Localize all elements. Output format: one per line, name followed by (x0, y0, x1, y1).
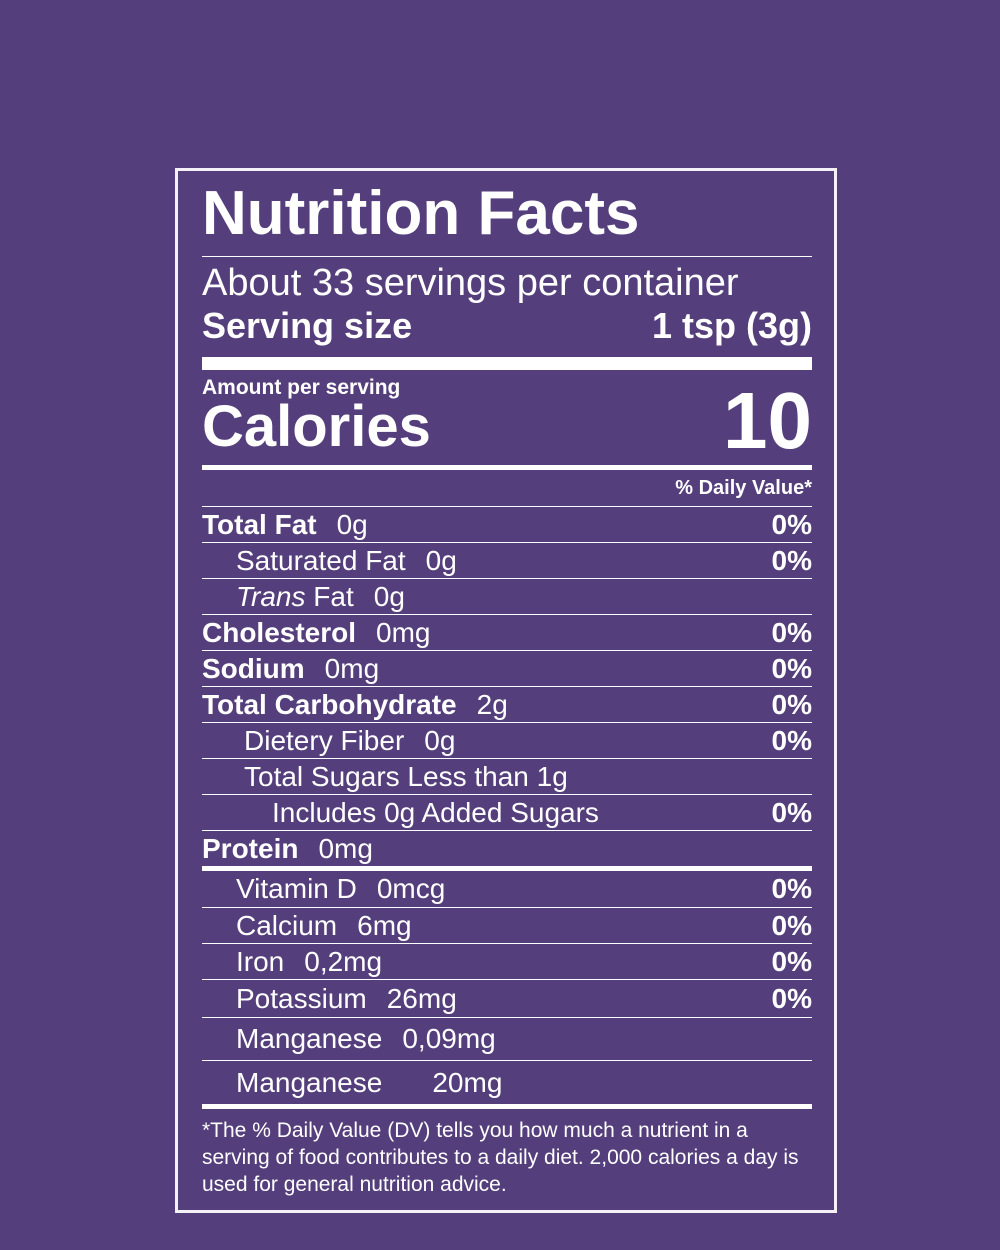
nutrient-name: Vitamin D (236, 873, 357, 905)
nutrient-name: Iron (236, 946, 284, 978)
name: Total Fat (202, 508, 317, 540)
amount: 0mg (376, 616, 431, 648)
dv-header: % Daily Value* (202, 470, 812, 507)
amount: 26mg (386, 982, 457, 1014)
daily-value: 0% (771, 796, 812, 828)
amount: 0mcg (376, 873, 446, 904)
daily-value: 0% (771, 724, 812, 756)
name: Cholesterol (202, 616, 357, 648)
name: Iron (236, 945, 285, 977)
nutrient-row: Iron 0,2mg 0% (202, 944, 812, 980)
amount: 0g (336, 508, 368, 540)
medium-divider (202, 465, 812, 470)
nutrient-row: Cholesterol 0mg 0% (202, 615, 812, 651)
nutrient-row: Potassium 26mg 0% (202, 980, 812, 1018)
amount: 0g (373, 580, 405, 612)
name: Manganese (236, 1066, 383, 1098)
thick-divider (202, 866, 812, 871)
nutrient-row: Total Sugars Less than 1g (202, 759, 812, 795)
nutrient-name: Saturated Fat (236, 545, 406, 577)
divider (202, 256, 812, 257)
nutrient-name: Total Sugars Less than 1g (244, 761, 568, 793)
daily-value: 0% (771, 688, 812, 720)
amount: 6mg (357, 909, 412, 941)
daily-value: 0% (771, 508, 812, 540)
nutrient-name: Total Carbohydrate (202, 689, 457, 721)
nutrient-row: Vitamin D 0mcg 0% (202, 871, 812, 908)
name: Sodium (202, 652, 305, 684)
nutrient-row: Trans Fat 0g (202, 579, 812, 615)
amount-per-serving: Amount per serving (202, 376, 401, 399)
daily-value: 0% (771, 616, 812, 648)
serving-size: Serving size 1 tsp (3g) (202, 305, 812, 347)
daily-value: 0% (771, 909, 812, 941)
nutrient-row: Dietery Fiber 0g 0% (202, 723, 812, 759)
thick-divider (202, 1104, 812, 1109)
daily-value: 0% (771, 945, 812, 977)
nutrient-row: Sodium 0mg 0% (202, 651, 812, 687)
amount: 0,09mg (402, 1023, 496, 1054)
daily-value: 0% (771, 982, 812, 1014)
nutrient-name: Manganese (236, 1067, 382, 1099)
name: Saturated Fat (236, 544, 406, 576)
nutrient-name: Dietery Fiber (244, 725, 404, 757)
amount: 2g (476, 688, 508, 720)
footnote: *The % Daily Value (DV) tells you how mu… (202, 1119, 799, 1196)
daily-value: 0% (771, 873, 812, 904)
servings: About 33 servings per container (202, 262, 739, 304)
amount: 0,2mg (304, 945, 383, 977)
name: Calcium (236, 909, 338, 941)
nutrient-row: Protein 0mg (202, 831, 812, 866)
nutrient-name: Potassium (236, 983, 367, 1015)
daily-value: 0% (771, 544, 812, 576)
amount: 0g (425, 544, 457, 576)
amount: 20mg (432, 1066, 503, 1098)
nutrient-name: Includes 0g Added Sugars (272, 797, 599, 829)
name: Dietery Fiber (244, 724, 405, 756)
nutrient-name: Manganese (236, 1023, 382, 1055)
label-border (175, 168, 837, 1213)
nutrient-row: Saturated Fat 0g 0% (202, 543, 812, 579)
calories-value: 10 (723, 376, 812, 465)
name: Total Sugars Less than 1g (244, 760, 568, 792)
name: Includes 0g Added Sugars (272, 796, 599, 828)
serving-size-value: 1 tsp (3g) (651, 305, 812, 346)
nutrient-name: Total Fat (202, 509, 317, 541)
nutrient-name: Trans Fat (236, 581, 354, 613)
amount: 0g (424, 724, 456, 756)
name: Protein (202, 832, 299, 864)
nutrient-name: Sodium (202, 653, 305, 685)
name: Vitamin D (236, 873, 357, 904)
nutrient-row: Total Fat 0g 0% (202, 507, 812, 543)
nutrient-row: Calcium 6mg 0% (202, 908, 812, 944)
name: Total Carbohydrate (202, 688, 457, 720)
daily-value: 0% (771, 652, 812, 684)
name: Fat (313, 580, 354, 612)
nutrient-name: Protein (202, 833, 298, 865)
serving-size-label: Serving size (202, 305, 413, 346)
name-prefix: Trans (236, 580, 306, 612)
nutrient-row: Includes 0g Added Sugars 0% (202, 795, 812, 831)
name: Manganese (236, 1023, 383, 1054)
nutrient-name: Cholesterol (202, 617, 356, 649)
calories-label: Calories (202, 394, 431, 459)
amount: 0mg (318, 832, 373, 864)
title: Nutrition Facts (202, 179, 640, 248)
nutrient-row: Total Carbohydrate 2g 0% (202, 687, 812, 723)
nutrient-row: Manganese 20mg (202, 1061, 812, 1104)
nutrient-row: Manganese 0,09mg (202, 1018, 812, 1061)
name: Potassium (236, 982, 367, 1014)
thick-divider (202, 357, 812, 370)
amount: 0mg (324, 652, 380, 684)
nutrient-name: Calcium (236, 910, 337, 942)
